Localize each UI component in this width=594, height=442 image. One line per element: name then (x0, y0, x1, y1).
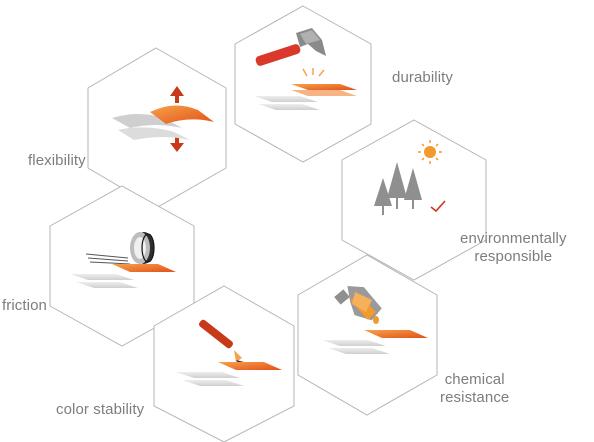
label-color-stability: color stability (56, 401, 145, 418)
tiles-icon (322, 330, 428, 354)
label-environmentally-responsible: environmentally responsible (460, 230, 567, 266)
tiles-icon (112, 105, 214, 140)
label-chemical-resistance: chemical resistance (440, 371, 509, 407)
label-line: responsible (474, 248, 553, 265)
hex-chemical (297, 254, 438, 416)
label-line: environmentally (460, 230, 567, 247)
hammer-icon (255, 28, 326, 66)
impact-marks-icon (302, 68, 325, 77)
hex-flexibility (87, 47, 227, 209)
tiles-icon (70, 264, 176, 288)
tiles-icon (254, 84, 357, 110)
label-line: chemical (444, 371, 505, 388)
tiles-icon (176, 362, 282, 386)
hex-durability (234, 5, 372, 163)
flask-icon (334, 285, 382, 324)
label-durability: durability (392, 69, 454, 86)
hex-friction (49, 185, 195, 347)
hex-color-stability (153, 285, 295, 442)
hex-environmental (341, 119, 487, 281)
tire-icon (130, 232, 155, 264)
label-line: resistance (440, 389, 510, 406)
sun-icon (418, 140, 442, 164)
checkmark-icon (430, 200, 446, 213)
label-flexibility: flexibility (28, 152, 86, 169)
trees-icon (374, 162, 422, 215)
flex-arrows-icon (170, 86, 184, 152)
label-friction: friction (2, 297, 47, 314)
motion-lines-icon (85, 253, 131, 265)
